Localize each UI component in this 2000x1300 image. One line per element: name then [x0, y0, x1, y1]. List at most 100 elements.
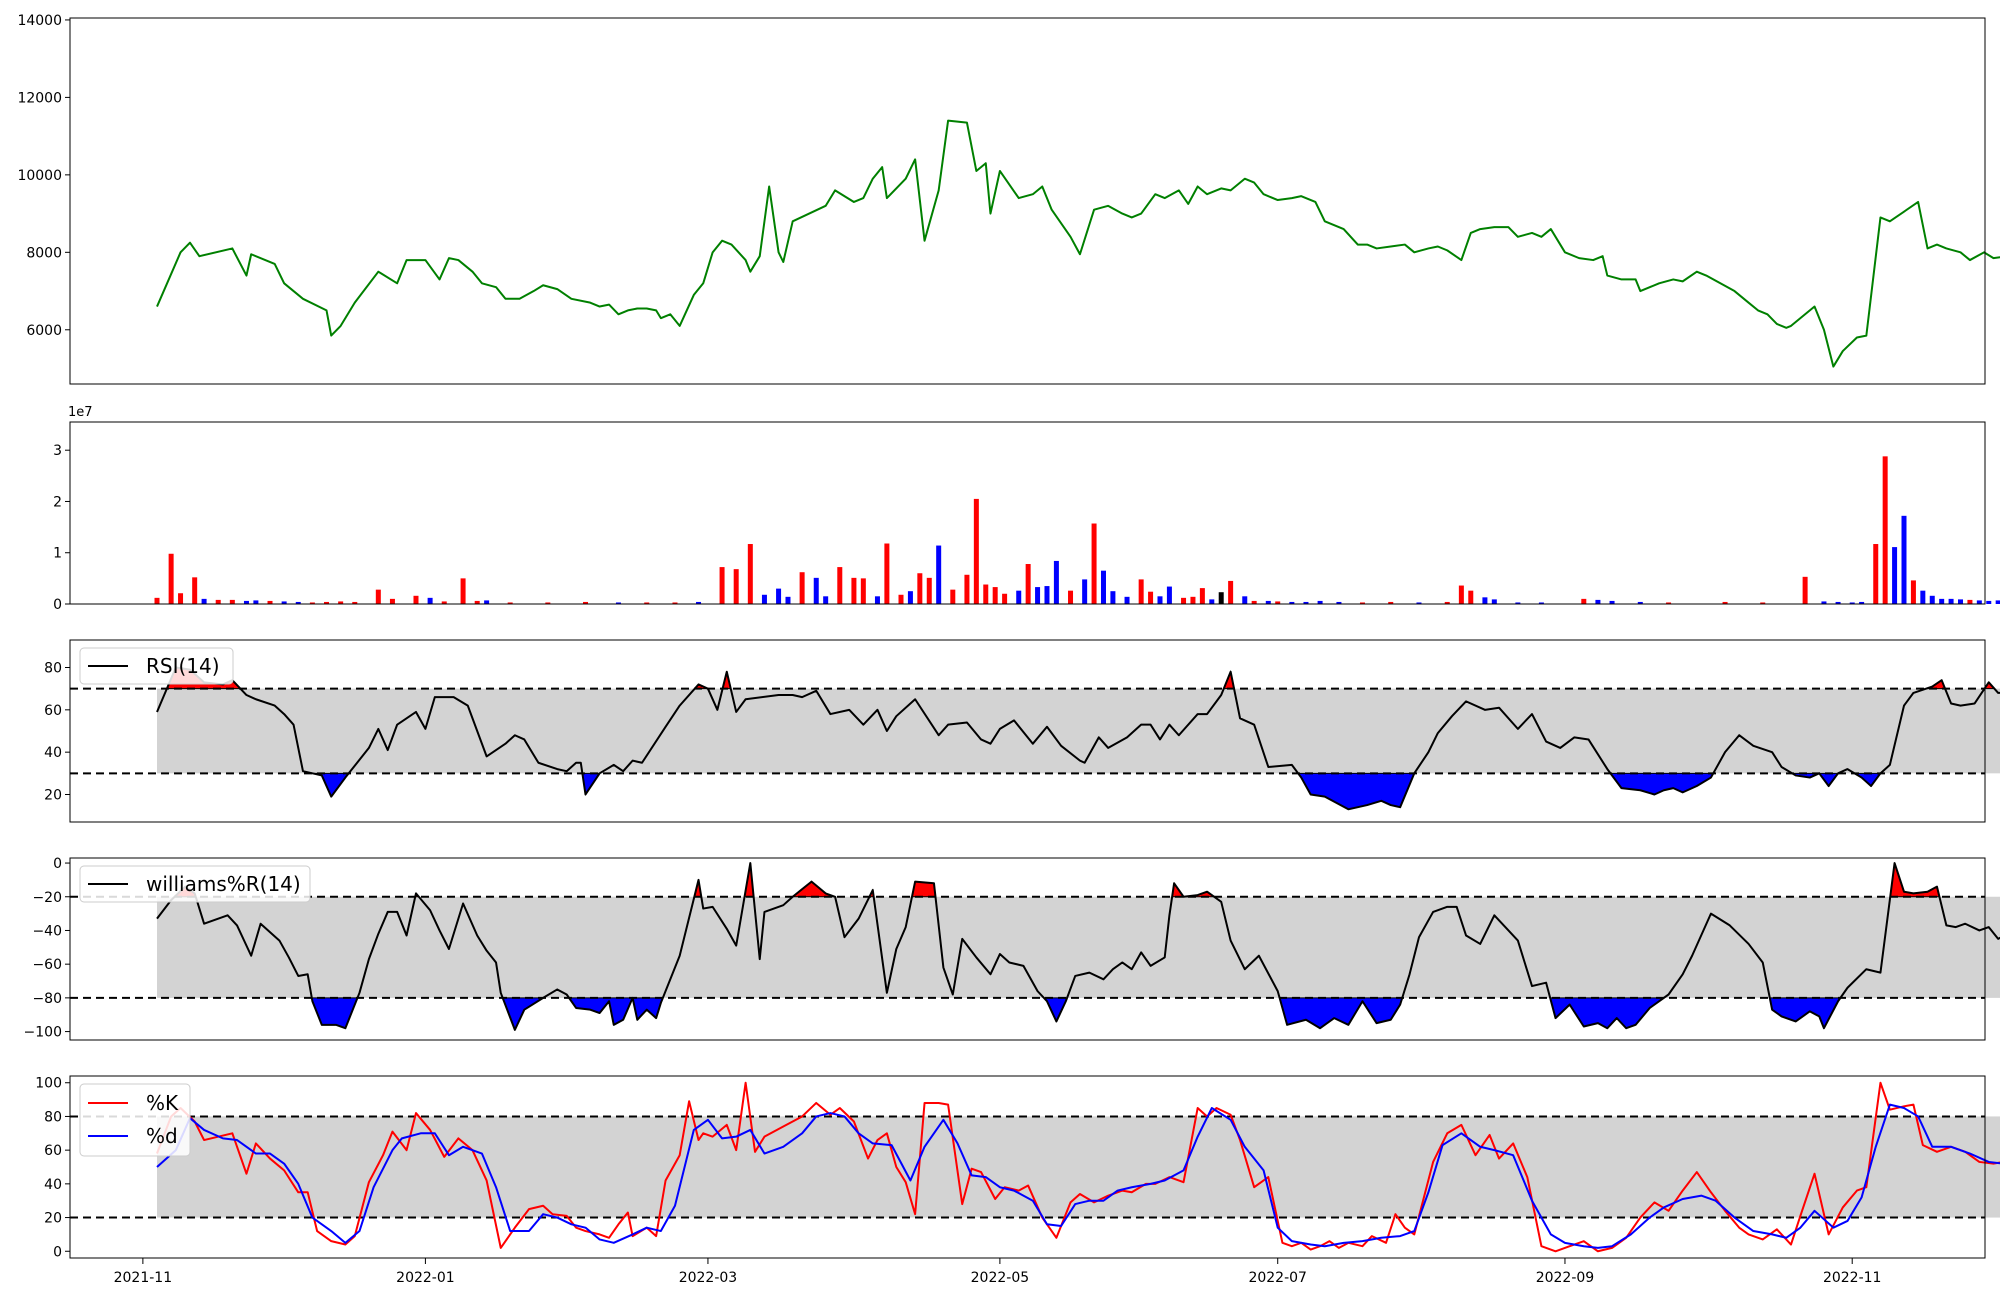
x-tick-label: 2022-03 — [679, 1270, 738, 1286]
volume-bar — [1181, 597, 1187, 604]
stochastic-legend: %K %d — [79, 1083, 191, 1157]
y-tick-label: 20 — [44, 787, 62, 803]
volume-bar — [776, 588, 782, 604]
y-tick-label: 8000 — [26, 245, 62, 261]
volume-bar — [1275, 601, 1281, 604]
volume-bar — [1166, 586, 1172, 604]
volume-bar — [1976, 600, 1982, 604]
x-tick-label: 2021-11 — [114, 1270, 173, 1286]
neutral-band — [157, 896, 2000, 998]
volume-bar — [907, 591, 913, 604]
rsi-plot-area — [70, 666, 2000, 811]
y-tick-label: −20 — [32, 890, 62, 906]
volume-bar — [874, 596, 880, 604]
y-tick-label: 80 — [44, 1109, 62, 1125]
volume-bar — [507, 602, 513, 604]
y-tick-label: 60 — [44, 1143, 62, 1159]
volume-bar — [785, 596, 791, 604]
price-y-ticks: 6000 8000 10000 12000 14000 — [17, 13, 70, 339]
y-tick-label: 20 — [44, 1211, 62, 1227]
rsi-legend: RSI(14) — [79, 647, 234, 685]
volume-bar — [1515, 602, 1521, 604]
volume-bar — [1002, 593, 1008, 604]
volume-bar — [201, 598, 207, 604]
volume-bar — [484, 600, 490, 604]
volume-bar — [1025, 564, 1031, 604]
volume-bar — [309, 602, 315, 604]
volume-bar — [1218, 592, 1224, 604]
volume-bar — [1289, 601, 1295, 604]
y-tick-label: 6000 — [26, 323, 62, 339]
volume-bar — [324, 601, 330, 604]
y-tick-label: 0 — [53, 597, 62, 613]
volume-bar — [1595, 599, 1601, 604]
volume-bar — [583, 601, 589, 604]
volume-bar — [1138, 579, 1144, 604]
y-tick-label: 0 — [53, 856, 62, 872]
volume-bar — [1581, 598, 1587, 604]
volume-bar — [823, 596, 829, 604]
volume-bar — [1859, 601, 1865, 604]
volume-bar — [229, 599, 235, 604]
volume-bar — [964, 574, 970, 604]
volume-bar — [1967, 599, 1973, 604]
volume-bar — [1538, 602, 1544, 604]
x-tick-label: 2022-11 — [1823, 1270, 1882, 1286]
stochastic-plot-area — [70, 1081, 2000, 1253]
williams-panel: 0 −20 −40 −60 −80 −100 williams%R(14) — [24, 856, 2000, 1041]
rsi-panel: 20 40 60 80 RSI(14) — [44, 639, 2000, 823]
volume-bar — [1265, 600, 1271, 604]
volume-bar — [1882, 456, 1888, 604]
volume-axes-frame — [69, 421, 1986, 605]
volume-bar — [1303, 601, 1309, 604]
volume-bar — [1100, 570, 1106, 604]
volume-bar — [1336, 601, 1342, 604]
volume-bar — [898, 594, 904, 604]
volume-bar — [1986, 600, 1992, 604]
volume-bar — [860, 578, 866, 604]
volume-bar — [1148, 591, 1154, 604]
volume-plot-area — [154, 456, 2000, 604]
volume-bar — [1124, 596, 1130, 604]
volume-bar — [460, 578, 466, 604]
williams-legend: williams%R(14) — [79, 865, 311, 903]
volume-bar — [338, 601, 344, 604]
volume-bar — [672, 602, 678, 604]
y-tick-label: −40 — [32, 923, 62, 939]
volume-bar — [926, 577, 932, 604]
volume-bar — [1388, 601, 1394, 604]
volume-bar — [644, 602, 650, 604]
neutral-band — [157, 1116, 2000, 1218]
y-tick-label: −80 — [32, 991, 62, 1007]
volume-bar — [389, 598, 395, 604]
volume-bar — [1666, 602, 1672, 604]
y-tick-label: 100 — [35, 1076, 62, 1092]
volume-bar — [837, 567, 843, 604]
volume-bar — [1722, 601, 1728, 604]
volume-bar — [983, 584, 989, 604]
volume-bar — [1458, 585, 1464, 604]
volume-bar — [1929, 595, 1935, 604]
volume-bar — [1035, 587, 1041, 604]
volume-bar — [1802, 576, 1808, 604]
volume-y-ticks: 0 1 2 3 — [53, 443, 70, 613]
volume-bar — [1228, 580, 1234, 604]
williams-legend-label: williams%R(14) — [146, 872, 301, 896]
y-tick-label: 80 — [44, 661, 62, 677]
rsi-legend-label: RSI(14) — [146, 654, 220, 678]
volume-bar — [884, 543, 890, 604]
volume-bar — [747, 544, 753, 604]
d-legend-label: %d — [146, 1124, 178, 1148]
y-tick-label: 0 — [53, 1244, 62, 1260]
volume-bar — [545, 602, 551, 604]
y-tick-label: −60 — [32, 957, 62, 973]
volume-bar — [427, 597, 433, 604]
volume-bar — [413, 595, 419, 604]
volume-bar — [441, 601, 447, 604]
volume-bar — [1920, 590, 1926, 604]
y-tick-label: 40 — [44, 745, 62, 761]
volume-bar — [1359, 602, 1365, 604]
volume-bar — [192, 577, 198, 604]
williams-plot-area — [70, 862, 2000, 1032]
